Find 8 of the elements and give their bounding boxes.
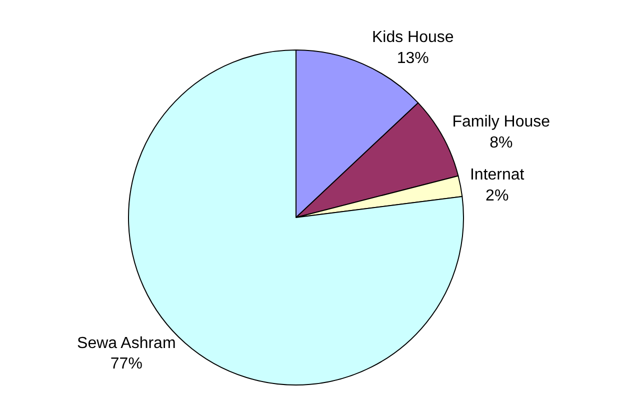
data-label: 8%	[490, 134, 513, 152]
data-label: 13%	[396, 50, 429, 67]
slice-label: Kids House	[372, 28, 454, 46]
data-label: 2%	[486, 187, 509, 204]
slice-label: Internat	[470, 166, 525, 184]
slice-label: Sewa Ashram	[77, 334, 176, 352]
data-label: 77%	[110, 356, 142, 373]
slice-label: Family House	[452, 114, 550, 131]
